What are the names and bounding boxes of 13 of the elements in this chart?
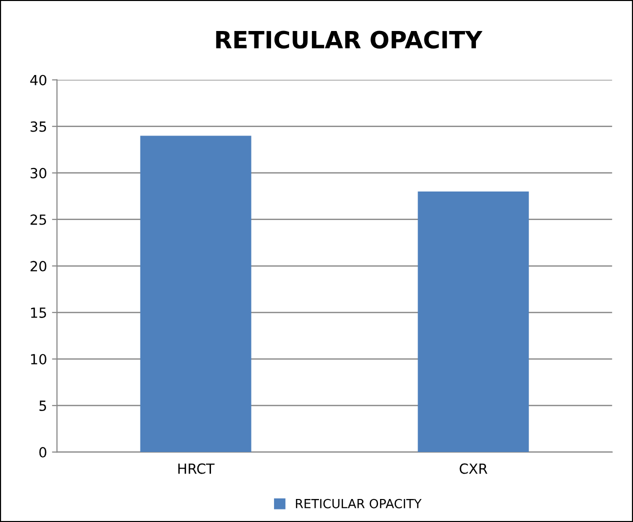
y-tick-label: 30 [30,168,46,178]
x-tick-label: CXR [460,463,488,474]
x-tick-label: HRCT [178,463,215,474]
chart-title: RETICULAR OPACITY [216,30,482,49]
y-tick-label: 25 [30,214,46,225]
y-tick-label: 0 [39,447,46,458]
y-tick-label: 5 [39,400,46,412]
y-tick-label: 40 [30,74,46,86]
y-tick-label: 20 [30,260,46,272]
y-tick-label: 35 [30,121,46,132]
legend-label: RETICULAR OPACITY [296,498,422,508]
y-tick-label: 15 [31,308,46,318]
y-tick-label: 10 [31,354,46,364]
